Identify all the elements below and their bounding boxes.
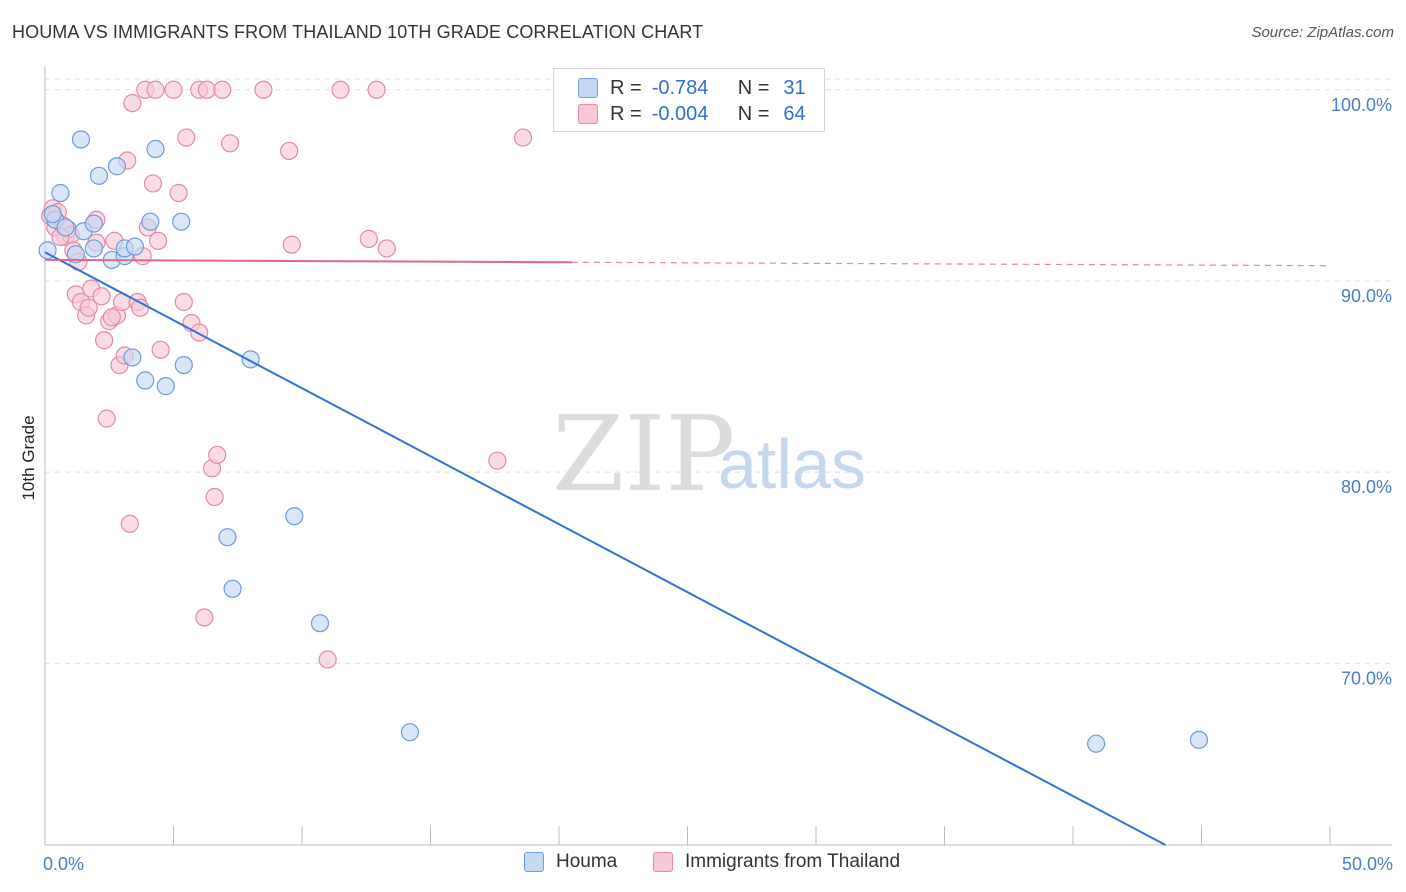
thailand-point <box>190 323 209 342</box>
thailand-point <box>205 487 224 507</box>
legend-label-thailand: Immigrants from Thailand <box>685 851 901 872</box>
series-legend: Houma Immigrants from Thailand <box>0 851 1406 879</box>
thailand-legend-icon <box>653 852 673 872</box>
thailand-point <box>254 80 273 99</box>
thailand-point <box>79 298 98 317</box>
y-tick-label: 70.0% <box>1341 668 1392 688</box>
y-tick-label: 90.0% <box>1341 286 1392 306</box>
thailand-point <box>146 80 165 99</box>
houma-n-value: 31 <box>783 76 806 99</box>
y-tick-label: 80.0% <box>1341 477 1392 497</box>
legend-item-houma: Houma <box>524 851 617 873</box>
houma-n-label: N = <box>737 76 770 99</box>
thailand-point <box>120 514 139 533</box>
houma-point <box>1087 734 1106 753</box>
houma-r-label: R = <box>610 76 642 99</box>
x-tick-label-min: 0.0% <box>43 854 84 874</box>
houma-point <box>123 348 142 367</box>
thailand-point <box>513 128 533 147</box>
thailand-point <box>377 239 396 258</box>
thailand-point <box>164 80 183 99</box>
thailand-point <box>97 409 116 428</box>
x-tick-label-max: 50.0% <box>1342 854 1393 874</box>
houma-point <box>172 212 191 231</box>
data-points <box>38 80 1209 753</box>
thailand-point <box>174 292 193 312</box>
legend-row-houma: R = -0.784 N = 31 <box>578 76 806 100</box>
houma-point <box>38 241 57 260</box>
houma-point <box>218 528 237 547</box>
houma-point <box>136 371 155 390</box>
gridlines <box>45 78 1392 664</box>
thailand-point <box>151 340 170 359</box>
houma-point <box>141 212 160 231</box>
houma-point <box>84 239 103 258</box>
axes <box>44 67 1392 846</box>
thailand-point <box>280 141 299 161</box>
y-tick-label: 100.0% <box>1331 95 1392 115</box>
thailand-point <box>213 80 232 99</box>
thailand-point <box>195 608 214 627</box>
houma-r-value: -0.784 <box>651 76 709 99</box>
thailand-point <box>177 128 196 147</box>
houma-point <box>71 130 91 149</box>
thailand-point <box>102 308 121 327</box>
houma-point <box>56 218 75 237</box>
houma-point <box>146 139 165 159</box>
y-axis-label: 10th Grade <box>19 415 38 500</box>
houma-trend-line <box>44 251 1166 846</box>
houma-point <box>223 579 242 598</box>
thailand-trend-line-solid <box>44 258 572 264</box>
thailand-point <box>92 287 111 306</box>
thailand-point <box>331 80 350 99</box>
thailand-point <box>197 80 217 99</box>
thailand-point <box>367 80 386 99</box>
houma-point <box>89 166 109 185</box>
watermark-zip: ZIP <box>552 393 735 515</box>
thailand-point <box>123 94 142 113</box>
thailand-point <box>282 235 301 254</box>
thailand-r-label: R = <box>610 102 642 125</box>
thailand-n-label: N = <box>737 102 770 125</box>
thailand-point <box>220 134 240 153</box>
tick-labels: 70.0% 80.0% 90.0% 100.0% 0.0% 50.0% <box>43 95 1393 874</box>
houma-point <box>51 183 70 203</box>
trend-lines <box>44 251 1331 846</box>
thailand-point <box>359 229 378 248</box>
houma-point <box>84 214 103 233</box>
houma-point <box>400 723 420 742</box>
thailand-point <box>143 174 163 193</box>
thailand-point <box>95 331 114 350</box>
watermark-atlas: atlas <box>718 425 866 503</box>
thailand-point <box>488 451 507 470</box>
houma-point <box>1189 730 1209 749</box>
houma-point <box>174 355 193 375</box>
thailand-point <box>208 445 227 465</box>
legend-row-thailand: R = -0.004 N = 64 <box>578 102 806 126</box>
houma-point <box>156 377 175 396</box>
houma-point <box>285 507 304 526</box>
houma-legend-icon <box>524 852 544 872</box>
houma-point <box>107 157 127 176</box>
thailand-r-value: -0.004 <box>651 102 709 125</box>
legend-label-houma: Houma <box>556 851 618 872</box>
houma-point <box>125 237 145 256</box>
houma-point <box>66 245 85 264</box>
houma-point <box>43 204 62 224</box>
thailand-swatch-icon <box>578 104 598 124</box>
thailand-trend-line-dashed <box>571 261 1331 267</box>
houma-swatch-icon <box>578 78 598 98</box>
legend-item-thailand: Immigrants from Thailand <box>653 851 900 873</box>
thailand-n-value: 64 <box>783 102 806 125</box>
chart-source: Source: ZipAtlas.com <box>1251 24 1394 41</box>
houma-point <box>310 614 330 633</box>
thailand-point <box>318 650 337 669</box>
thailand-point <box>169 183 188 203</box>
correlation-legend: R = -0.784 N = 31 R = -0.004 N = 64 <box>553 68 825 132</box>
chart-title: HOUMA VS IMMIGRANTS FROM THAILAND 10TH G… <box>12 22 704 42</box>
thailand-point <box>148 231 168 250</box>
